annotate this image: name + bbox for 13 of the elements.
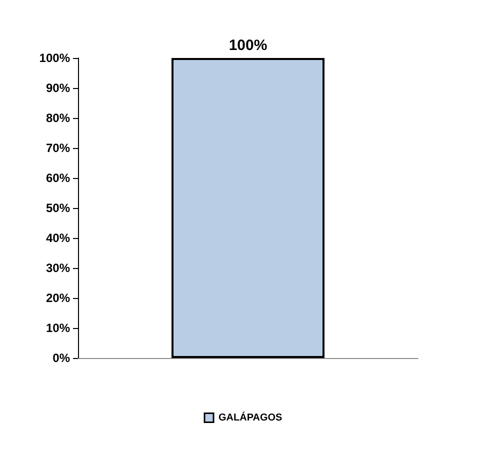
y-tick-label: 50% [46, 201, 70, 215]
y-tick-label: 40% [46, 231, 70, 245]
y-tick-label: 100% [39, 51, 70, 65]
y-tick-label: 70% [46, 141, 70, 155]
y-tick-label: 60% [46, 171, 70, 185]
y-tick-label: 30% [46, 261, 70, 275]
y-tick-label: 20% [46, 291, 70, 305]
data-label: 100% [228, 37, 268, 54]
legend-label: GALÁPAGOS [218, 411, 283, 424]
y-tick-label: 0% [52, 351, 70, 365]
y-tick-label: 10% [46, 321, 70, 335]
y-tick-label: 80% [46, 111, 70, 125]
y-tick-label: 90% [46, 81, 70, 95]
